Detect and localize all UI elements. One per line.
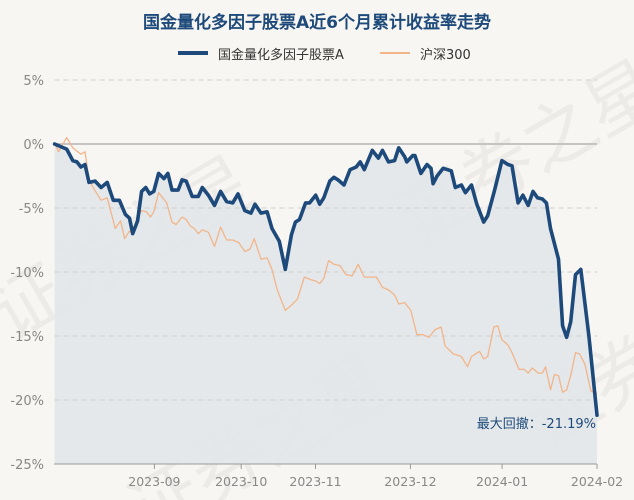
fund-line [52,142,599,417]
x-tick-label: 2024-02 [571,474,623,489]
chart-title: 国金量化多因子股票A近6个月累计收益率走势 [143,13,491,33]
y-tick-label: 5% [23,74,44,89]
y-tick-label: -15% [10,330,44,345]
fund-area [54,144,598,464]
index-line-hs300 [54,136,598,395]
x-tick-label: 2023-11 [289,474,341,489]
x-tick-label: 2023-12 [384,474,436,489]
x-tick-label: 2023-09 [128,474,180,489]
legend-item-index[interactable]: 沪深300 [380,44,471,63]
y-tick-label: -20% [10,394,44,409]
x-tick-label: 2023-10 [215,474,267,489]
y-tick-label: -10% [10,266,44,281]
y-tick-label: 0% [23,138,44,153]
y-tick-label: -5% [19,202,44,217]
y-axis: 5% 0% -5% -10% -15% -20% -25% [10,74,44,473]
x-tick-label: 2024-01 [476,474,528,489]
x-axis: 2023-09 2023-10 2023-11 2023-12 2024-01 2024-… [128,464,623,489]
legend-label-index: 沪深300 [420,47,471,63]
legend-swatch-index [380,52,410,54]
legend-label-fund: 国金量化多因子股票A [218,47,344,63]
chart-legend: 国金量化多因子股票A 沪深300 [0,44,634,64]
legend-item-fund[interactable]: 国金量化多因子股票A [178,44,344,63]
legend-swatch-fund [178,51,208,55]
y-tick-label: -25% [10,458,44,473]
max-drawdown-label: 最大回撤：-21.19% [477,416,596,432]
